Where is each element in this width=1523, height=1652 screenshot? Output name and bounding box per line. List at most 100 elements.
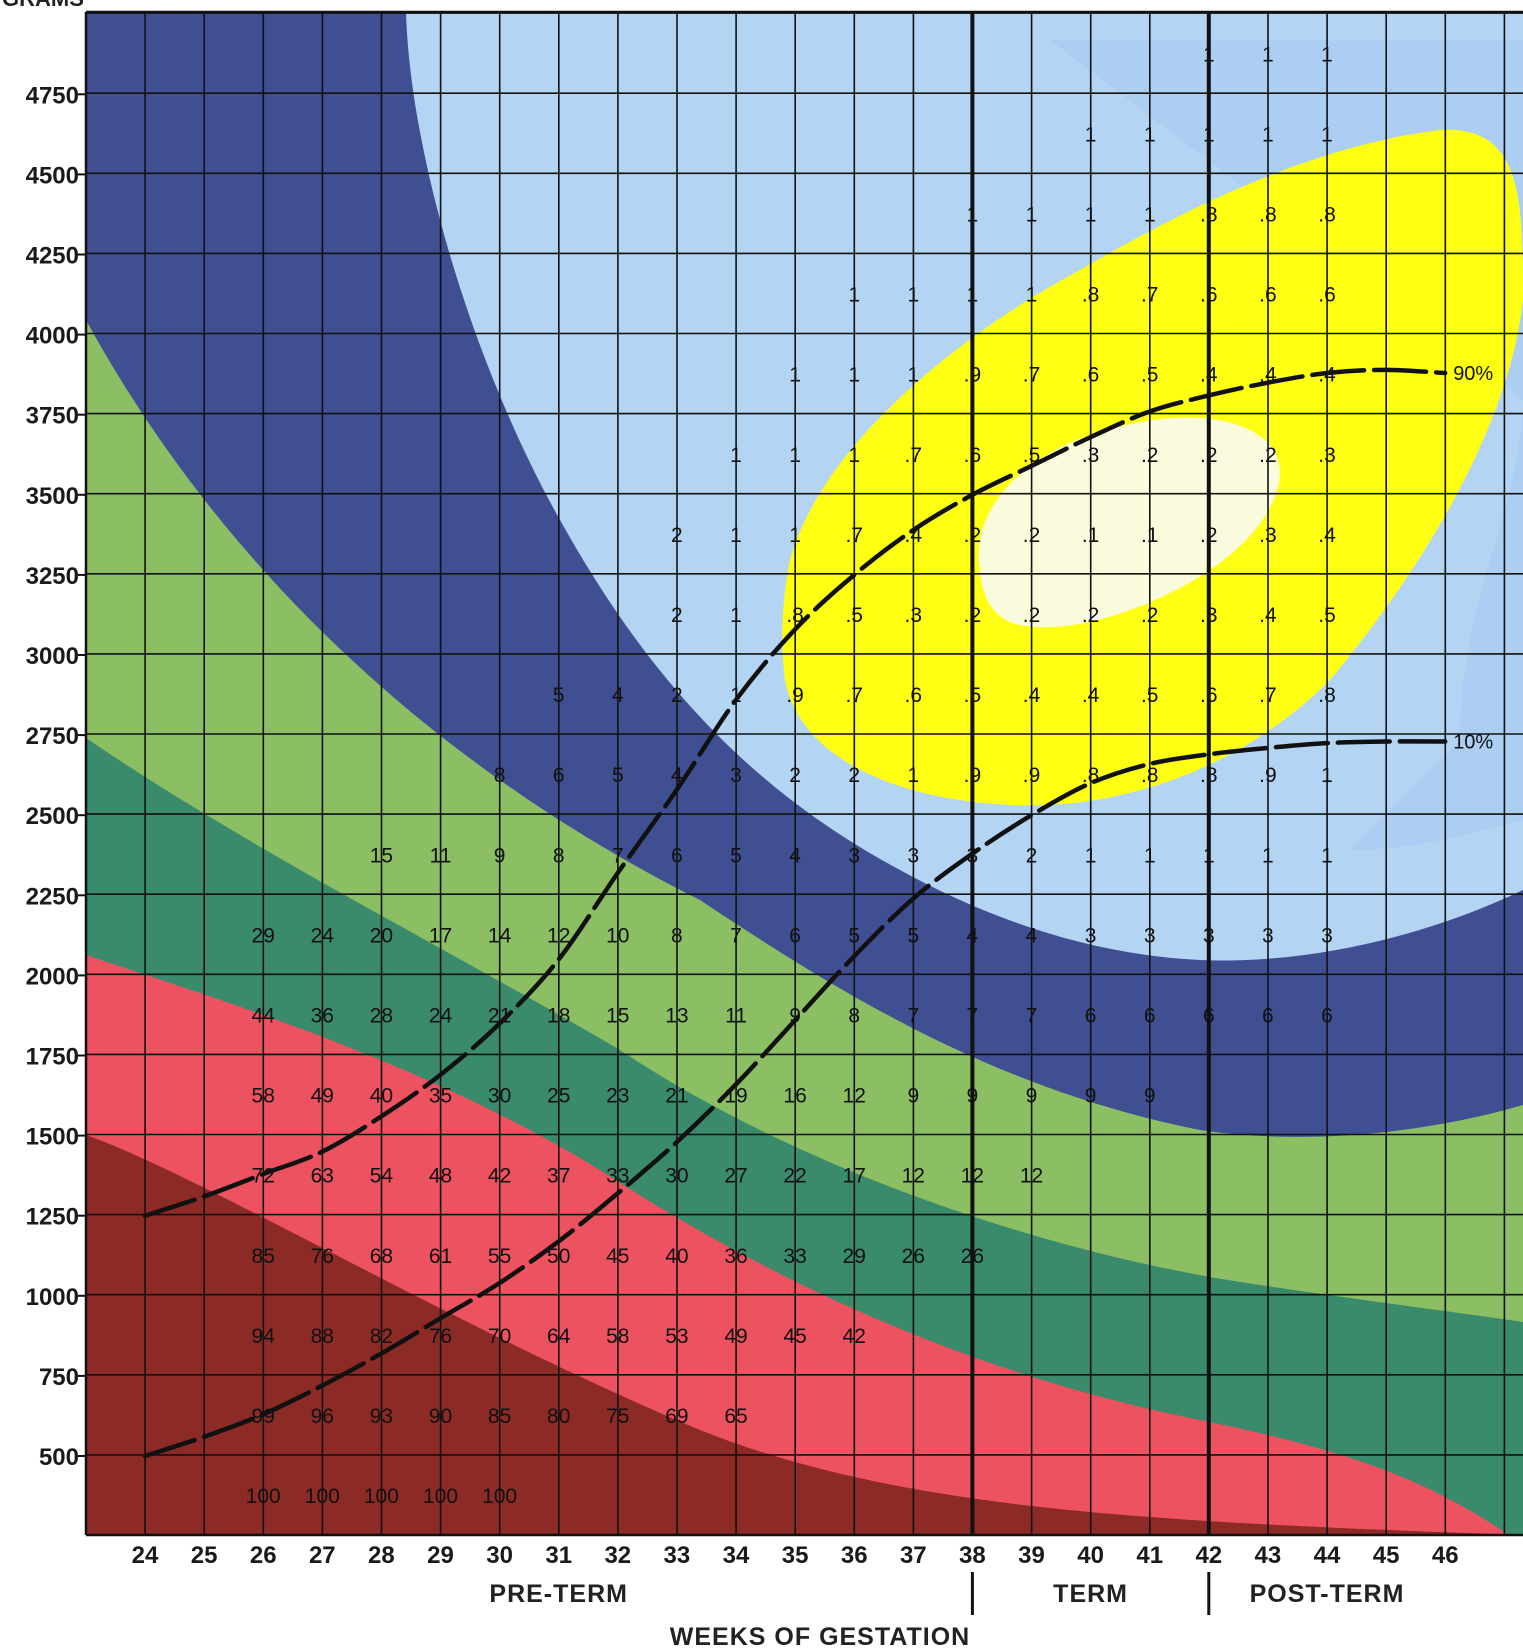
cell-value: 12 bbox=[1020, 1165, 1043, 1188]
period-label: TERM bbox=[1053, 1580, 1128, 1608]
x-tick-label: 25 bbox=[191, 1542, 218, 1569]
cell-value: 6 bbox=[1262, 1004, 1274, 1027]
cell-value: .2 bbox=[1200, 444, 1218, 467]
y-tick-label: 4000 bbox=[26, 323, 79, 350]
cell-value: 5 bbox=[730, 844, 742, 867]
cell-value: .2 bbox=[1200, 524, 1218, 547]
cell-value: 9 bbox=[1085, 1085, 1097, 1108]
cell-value: 1 bbox=[1262, 123, 1274, 146]
cell-value: 9 bbox=[1144, 1085, 1156, 1108]
y-tick-label: 2000 bbox=[26, 963, 79, 990]
cell-value: 55 bbox=[488, 1245, 511, 1268]
cell-value: .4 bbox=[1200, 364, 1218, 387]
cell-value: .5 bbox=[1318, 604, 1336, 627]
cell-value: 21 bbox=[665, 1085, 688, 1108]
cell-value: 1 bbox=[789, 364, 801, 387]
cell-value: .6 bbox=[1259, 284, 1277, 307]
cell-value: 85 bbox=[252, 1245, 275, 1268]
cell-values: 1 1 11 1 1 1 11 1 1 1.8.8.81 1 1 1.8.7.6.6.61 1 1.9.7.… bbox=[246, 43, 1336, 1508]
cell-value: .7 bbox=[845, 524, 863, 547]
cell-value: 29 bbox=[252, 924, 275, 947]
cell-value: .9 bbox=[1023, 764, 1041, 787]
percentile-curves: 90% 10% bbox=[142, 363, 1493, 1459]
percentile-curve bbox=[142, 739, 1448, 1459]
cell-value: 36 bbox=[724, 1245, 747, 1268]
cell-value: .7 bbox=[845, 684, 863, 707]
cell-value: 30 bbox=[665, 1165, 688, 1188]
x-axis-label: WEEKS OF GESTATION bbox=[670, 1623, 970, 1651]
cell-value: 1 bbox=[848, 284, 860, 307]
cell-value: .7 bbox=[1141, 284, 1159, 307]
cell-value: 17 bbox=[843, 1165, 866, 1188]
y-tick-label: 3500 bbox=[26, 483, 79, 510]
x-tick-label: 27 bbox=[309, 1542, 336, 1569]
cell-value: .6 bbox=[905, 684, 923, 707]
cell-value: 90 bbox=[429, 1405, 452, 1428]
cell-value: 12 bbox=[843, 1085, 866, 1108]
cell-value: 5 bbox=[612, 764, 624, 787]
y-tick-label: 1500 bbox=[26, 1124, 79, 1151]
cell-value: 24 bbox=[429, 1004, 453, 1027]
cell-value: .7 bbox=[905, 444, 923, 467]
cell-value: 80 bbox=[547, 1405, 570, 1428]
x-tick-label: 31 bbox=[545, 1542, 572, 1569]
cell-value: .4 bbox=[1023, 684, 1041, 707]
y-tick-label: 2750 bbox=[26, 723, 79, 750]
cell-value: 88 bbox=[311, 1325, 334, 1348]
y-tick-label: 3000 bbox=[26, 643, 79, 670]
x-tick-label: 26 bbox=[250, 1542, 277, 1569]
cell-value: 44 bbox=[252, 1004, 276, 1027]
cell-value: 11 bbox=[725, 1004, 747, 1027]
cell-value: 7 bbox=[612, 844, 624, 867]
cell-value: 2 bbox=[671, 524, 683, 547]
cell-value: 100 bbox=[246, 1485, 281, 1508]
cell-value: .9 bbox=[964, 364, 982, 387]
cell-value: 96 bbox=[311, 1405, 334, 1428]
cell-value: 40 bbox=[370, 1085, 393, 1108]
cell-value: 1 bbox=[1144, 123, 1156, 146]
cell-value: .3 bbox=[905, 604, 923, 627]
cell-value: 3 bbox=[730, 764, 742, 787]
cell-value: 42 bbox=[488, 1165, 511, 1188]
cell-value: .2 bbox=[1023, 524, 1041, 547]
cell-value: 1 bbox=[1203, 844, 1215, 867]
cell-value: 3 bbox=[1144, 924, 1156, 947]
cell-value: 45 bbox=[783, 1325, 806, 1348]
x-tick-label: 46 bbox=[1432, 1542, 1459, 1569]
cell-value: 20 bbox=[370, 924, 393, 947]
x-tick-label: 37 bbox=[900, 1542, 927, 1569]
cell-value: 9 bbox=[907, 1085, 919, 1108]
cell-value: 7 bbox=[907, 1004, 919, 1027]
cell-value: 54 bbox=[370, 1165, 394, 1188]
y-axis: 500 750 1000 1250 1500 1750 2000 2250 2500 2750 30… bbox=[26, 82, 86, 1471]
x-tick-label: 30 bbox=[486, 1542, 513, 1569]
x-tick-label: 32 bbox=[604, 1542, 631, 1569]
cell-value: 15 bbox=[370, 844, 393, 867]
cell-value: 48 bbox=[429, 1165, 452, 1188]
y-tick-label: 1250 bbox=[26, 1204, 79, 1231]
cell-value: .3 bbox=[1259, 524, 1277, 547]
cell-value: .8 bbox=[1082, 284, 1100, 307]
cell-value: 69 bbox=[665, 1405, 688, 1428]
x-tick-label: 29 bbox=[427, 1542, 454, 1569]
x-tick-label: 45 bbox=[1373, 1542, 1400, 1569]
cell-value: 37 bbox=[547, 1165, 570, 1188]
cell-value: 9 bbox=[967, 1085, 979, 1108]
cell-value: 2 bbox=[789, 764, 801, 787]
cell-value: 12 bbox=[961, 1165, 984, 1188]
y-tick-label: 4250 bbox=[26, 243, 79, 270]
cell-value: 2 bbox=[848, 764, 860, 787]
cell-value: 18 bbox=[547, 1004, 570, 1027]
cell-value: 1 bbox=[789, 524, 801, 547]
cell-value: 1 bbox=[907, 284, 919, 307]
cell-value: 22 bbox=[783, 1165, 806, 1188]
cell-value: 42 bbox=[843, 1325, 866, 1348]
cell-value: 4 bbox=[1026, 924, 1038, 947]
cell-value: .6 bbox=[1318, 284, 1336, 307]
y-tick-label: 500 bbox=[39, 1444, 79, 1471]
cell-value: .8 bbox=[1200, 203, 1218, 226]
x-axis: 24 25 26 27 28 29 30 31 32 33 34 35 36 37 38 39 40 41 42 43… bbox=[132, 1542, 1459, 1569]
period-labels: PRE-TERM TERM POST-TERM bbox=[489, 1572, 1403, 1615]
risk-zones bbox=[86, 12, 1523, 1535]
cell-value: 2 bbox=[671, 604, 683, 627]
